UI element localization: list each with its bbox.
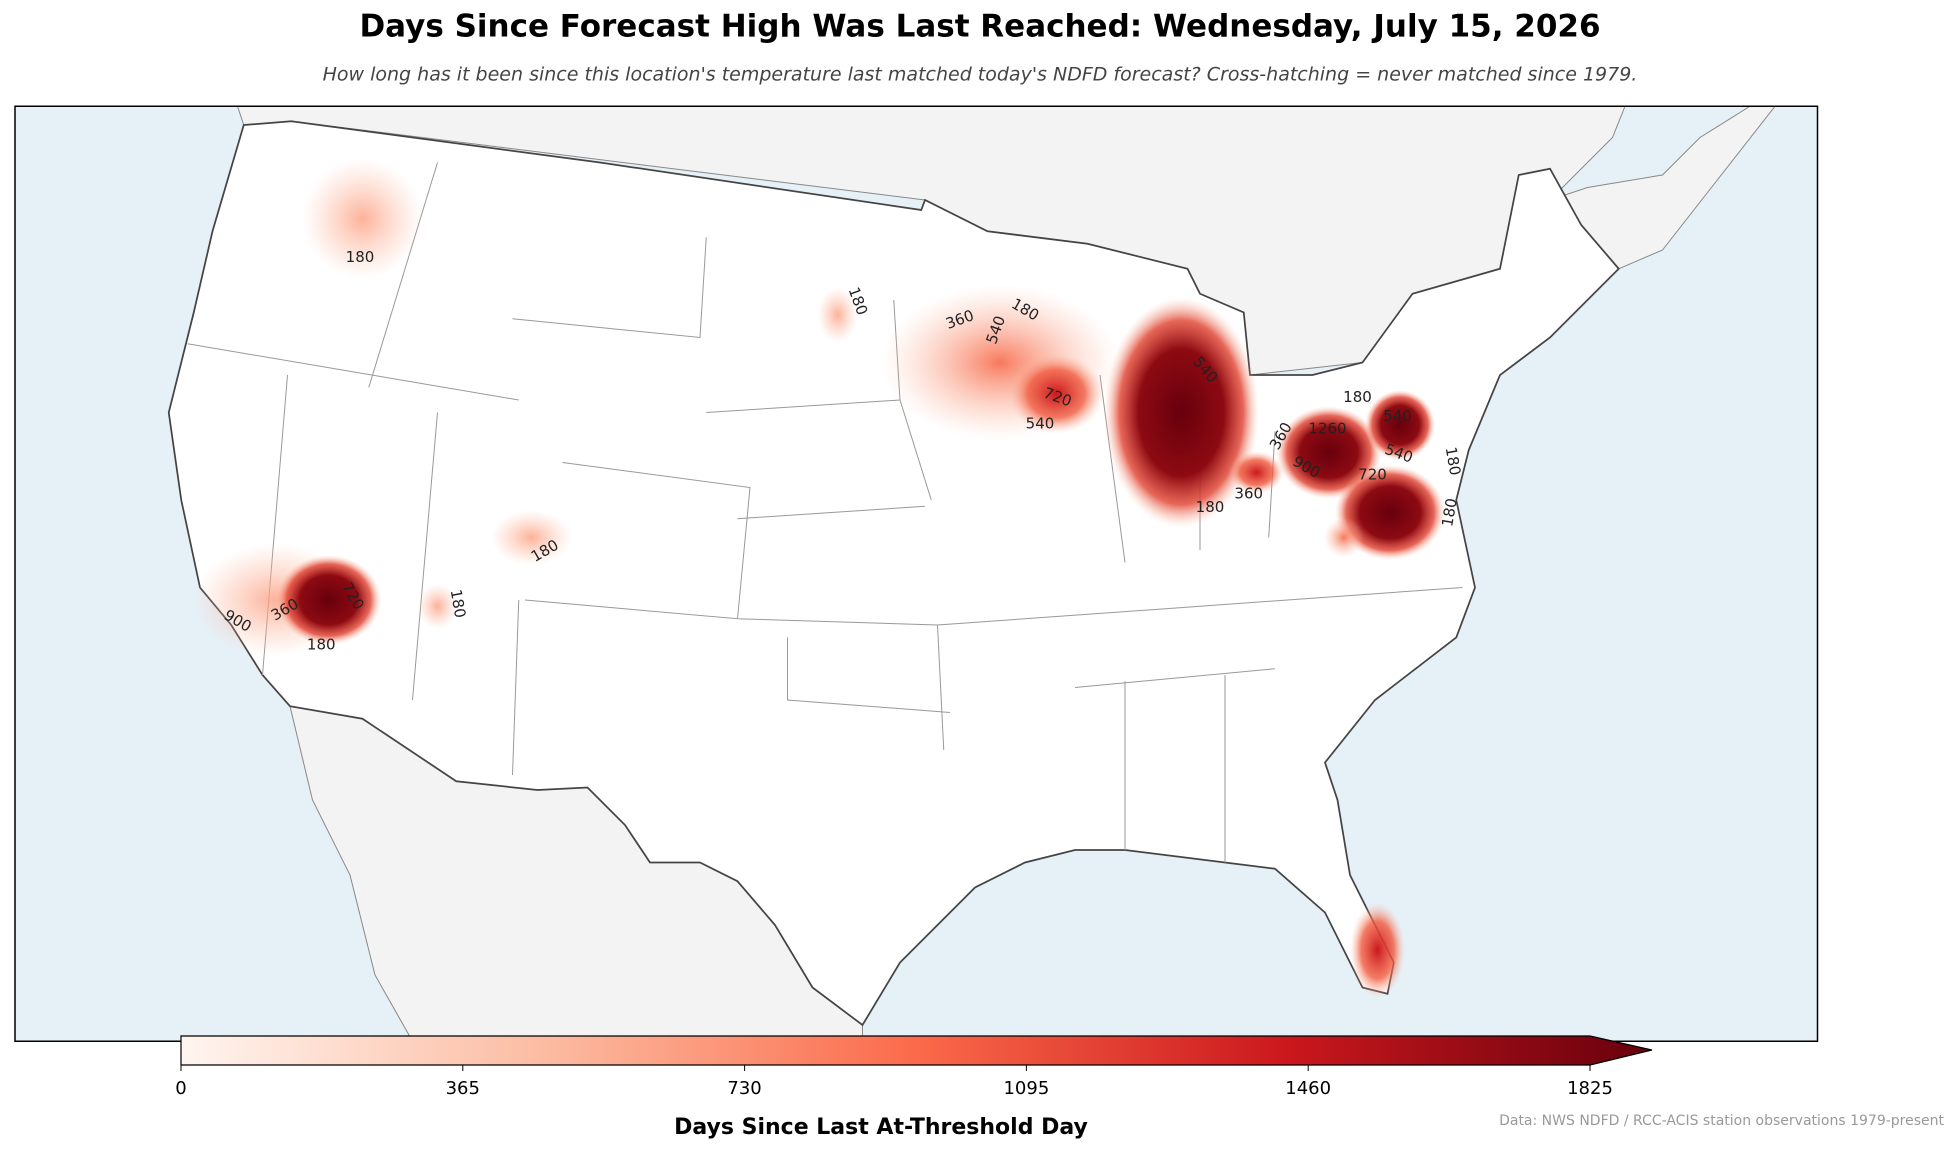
colorbar-tick-label: 1460 — [1285, 1078, 1331, 1099]
contour-label: 360 — [1234, 484, 1263, 502]
colorbar-label: Days Since Last At-Threshold Day — [674, 1115, 1088, 1140]
state-lines — [187, 162, 1463, 863]
contour-label: 540 — [1026, 414, 1055, 432]
contour-label: 180 — [307, 636, 336, 654]
contour-label: 180 — [1196, 498, 1225, 516]
colorbar-tick-label: 1095 — [1003, 1078, 1049, 1099]
contour-label: 540 — [1383, 407, 1412, 425]
colorbar-tick-label: 1825 — [1567, 1078, 1613, 1099]
contour-label: 180 — [1442, 445, 1465, 476]
subtitle: How long has it been since this location… — [323, 64, 1638, 86]
contour-label: 180 — [1343, 388, 1372, 406]
hotspots — [193, 158, 1445, 998]
contour-label: 180 — [447, 588, 470, 619]
contour-label: 720 — [1358, 466, 1387, 484]
credit: Data: NWS NDFD / RCC-ACIS station observ… — [1499, 1113, 1944, 1129]
contour-label: 180 — [346, 248, 375, 266]
colorbar — [180, 1035, 1653, 1071]
contour-label: 180 — [1438, 497, 1461, 528]
colorbar-body — [180, 1035, 1653, 1066]
colorbar-tick-label: 365 — [446, 1078, 480, 1099]
colorbar-tick-label: 0 — [175, 1078, 186, 1099]
contour-label: 1260 — [1308, 419, 1346, 437]
colorbar-tick-label: 730 — [727, 1078, 761, 1099]
title: Days Since Forecast High Was Last Reache… — [359, 9, 1600, 45]
